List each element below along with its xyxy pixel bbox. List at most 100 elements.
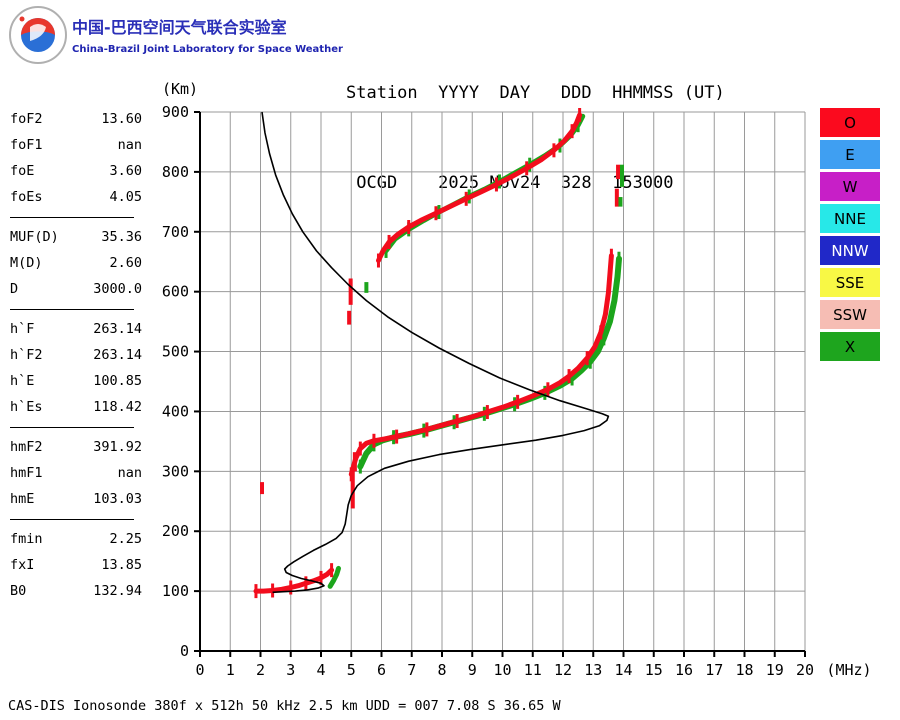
param-value: 118.42 <box>93 399 142 415</box>
param-value: 3000.0 <box>93 281 142 297</box>
param-value: nan <box>117 465 142 481</box>
param-row-foF2: foF2 13.60 <box>10 106 142 132</box>
param-row-fmin: fmin 2.25 <box>10 526 142 552</box>
param-value: 263.14 <box>93 321 142 337</box>
trace-x-mode-es-trace <box>327 565 341 589</box>
x-tick-label: 16 <box>675 661 693 679</box>
param-value: 391.92 <box>93 439 142 455</box>
x-tick-label: 9 <box>468 661 477 679</box>
x-tick-label: 5 <box>347 661 356 679</box>
param-separator <box>10 519 134 520</box>
x-tick-label: 1 <box>226 661 235 679</box>
lab-title-english: China-Brazil Joint Laboratory for Space … <box>72 44 343 55</box>
param-label: B0 <box>10 583 27 599</box>
param-row-MUF(D): MUF(D) 35.36 <box>10 224 142 250</box>
cbjlsw-logo <box>9 6 67 64</box>
param-label: foE <box>10 163 35 179</box>
param-row-h`Es: h`Es 118.42 <box>10 394 142 420</box>
param-row-h`E: h`E 100.85 <box>10 368 142 394</box>
x-tick-label: 6 <box>377 661 386 679</box>
trace-o-mode-f-trace <box>348 253 614 477</box>
x-tick-label: 7 <box>407 661 416 679</box>
y-axis-unit: (Km) <box>162 80 198 98</box>
legend-item-NNE: NNE <box>820 204 880 233</box>
param-row-D: D 3000.0 <box>10 276 142 302</box>
param-label: hmF1 <box>10 465 43 481</box>
legend-item-SSW: SSW <box>820 300 880 329</box>
legend-item-E: E <box>820 140 880 169</box>
param-label: h`F2 <box>10 347 43 363</box>
y-tick-label: 200 <box>162 522 189 540</box>
param-row-hmE: hmE 103.03 <box>10 486 142 512</box>
instrument-info: CAS-DIS Ionosonde 380f x 512h 50 kHz 2.5… <box>8 698 561 714</box>
y-tick-label: 500 <box>162 343 189 361</box>
param-label: h`Es <box>10 399 43 415</box>
y-tick-label: 100 <box>162 582 189 600</box>
param-row-h`F2: h`F2 263.14 <box>10 342 142 368</box>
x-tick-label: 18 <box>735 661 753 679</box>
true-height-profile <box>261 111 610 594</box>
x-tick-label: 12 <box>554 661 572 679</box>
param-value: 2.25 <box>109 531 142 547</box>
y-tick-label: 0 <box>180 642 189 660</box>
param-value: 263.14 <box>93 347 142 363</box>
y-tick-label: 400 <box>162 402 189 420</box>
x-tick-label: 3 <box>286 661 295 679</box>
param-label: h`E <box>10 373 35 389</box>
x-tick-label: 19 <box>766 661 784 679</box>
param-label: h`F <box>10 321 35 337</box>
param-label: D <box>10 281 19 297</box>
param-value: nan <box>117 137 142 153</box>
x-axis-unit: (MHz) <box>826 661 871 679</box>
y-tick-label: 800 <box>162 163 189 181</box>
param-row-foF1: foF1 nan <box>10 132 142 158</box>
x-tick-label: 14 <box>614 661 632 679</box>
x-tick-label: 11 <box>524 661 542 679</box>
trace-x-mode-2nd-hop-trace <box>383 113 586 254</box>
lab-title-chinese: 中国-巴西空间天气联合实验室 <box>72 18 287 37</box>
parameter-panel: foF2 13.60 foF1 nan foE 3.60 foEs 4.05 MUF(D) 35.… <box>10 106 142 604</box>
trace-o-mode-2nd-hop-trace <box>376 112 583 263</box>
y-tick-label: 900 <box>162 103 189 121</box>
param-label: M(D) <box>10 255 43 271</box>
legend-item-SSE: SSE <box>820 268 880 297</box>
legend-item-X: X <box>820 332 880 361</box>
param-label: foF2 <box>10 111 43 127</box>
legend-item-NNW: NNW <box>820 236 880 265</box>
param-value: 132.94 <box>93 583 142 599</box>
y-tick-label: 700 <box>162 223 189 241</box>
param-value: 13.60 <box>101 111 142 127</box>
param-label: fmin <box>10 531 43 547</box>
param-row-M(D): M(D) 2.60 <box>10 250 142 276</box>
legend-item-O: O <box>820 108 880 137</box>
param-row-fxI: fxI 13.85 <box>10 552 142 578</box>
param-label: hmE <box>10 491 35 507</box>
param-value: 4.05 <box>109 189 142 205</box>
param-label: foF1 <box>10 137 43 153</box>
param-label: MUF(D) <box>10 229 59 245</box>
param-separator <box>10 309 134 310</box>
y-tick-label: 600 <box>162 283 189 301</box>
param-row-B0: B0 132.94 <box>10 578 142 604</box>
station-header-labels: Station YYYY DAY DDD HHMMSS (UT) <box>346 83 725 103</box>
param-value: 2.60 <box>109 255 142 271</box>
x-tick-label: 8 <box>437 661 446 679</box>
param-separator <box>10 427 134 428</box>
param-value: 3.60 <box>109 163 142 179</box>
param-value: 100.85 <box>93 373 142 389</box>
param-label: foEs <box>10 189 43 205</box>
legend-item-W: W <box>820 172 880 201</box>
x-tick-label: 4 <box>316 661 325 679</box>
x-tick-label: 0 <box>195 661 204 679</box>
trace-o-mode-es-trace <box>253 567 335 594</box>
echo-type-legend: O E W NNE NNW SSE SSW X <box>820 108 880 364</box>
param-row-h`F: h`F 263.14 <box>10 316 142 342</box>
x-tick-label: 10 <box>493 661 511 679</box>
param-value: 13.85 <box>101 557 142 573</box>
param-value: 103.03 <box>93 491 142 507</box>
param-label: hmF2 <box>10 439 43 455</box>
param-separator <box>10 217 134 218</box>
param-row-foE: foE 3.60 <box>10 158 142 184</box>
